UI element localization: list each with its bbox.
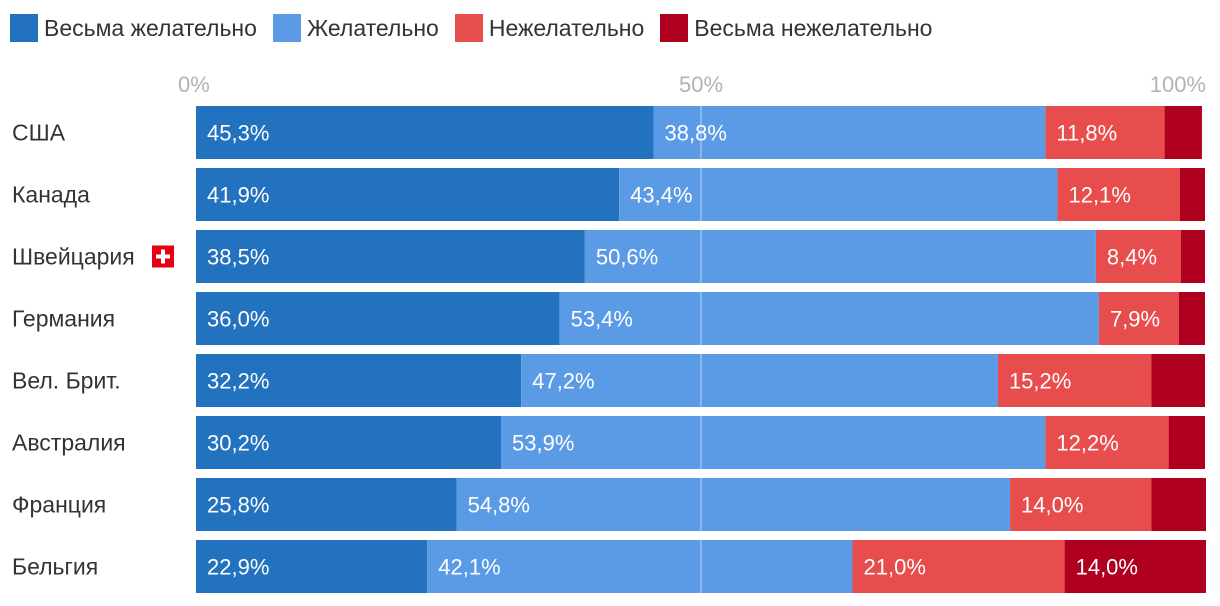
bar-segment bbox=[559, 292, 1099, 345]
bar-segment bbox=[619, 168, 1058, 221]
bar-segment bbox=[1057, 168, 1180, 221]
bar-segment bbox=[1098, 292, 1179, 345]
swiss-flag-icon bbox=[152, 245, 174, 268]
bar-segment bbox=[196, 230, 585, 283]
bar-segment bbox=[196, 478, 457, 531]
data-label: 25,8% bbox=[207, 493, 269, 518]
legend-label: Весьма нежелательно bbox=[694, 14, 933, 41]
flag-cross-horizontal bbox=[156, 254, 170, 259]
legend-swatch bbox=[660, 14, 689, 42]
bar-segment bbox=[1179, 168, 1205, 221]
data-label: 53,9% bbox=[512, 431, 574, 456]
bar-segment bbox=[1064, 540, 1206, 593]
data-label: 36,0% bbox=[207, 307, 269, 332]
legend-item: Весьма нежелательно bbox=[660, 14, 932, 42]
bar-segment bbox=[1045, 106, 1165, 159]
legend-item: Весьма желательно bbox=[10, 14, 257, 42]
bar-segment bbox=[196, 168, 620, 221]
category-label: Канада bbox=[12, 182, 90, 208]
data-label: 12,2% bbox=[1056, 431, 1118, 456]
bar-segment bbox=[1164, 106, 1202, 159]
bar-segment bbox=[196, 540, 428, 593]
bar-segment bbox=[1010, 478, 1152, 531]
legend-label: Желательно bbox=[306, 14, 439, 41]
bar-segment bbox=[196, 292, 560, 345]
category-label: Швейцария bbox=[12, 244, 135, 270]
data-label: 12,1% bbox=[1069, 183, 1131, 208]
legend-label: Весьма желательно bbox=[44, 14, 257, 41]
data-label: 53,4% bbox=[571, 307, 633, 332]
bar-segment bbox=[1178, 292, 1205, 345]
data-label: 42,1% bbox=[438, 555, 500, 580]
legend-swatch bbox=[10, 14, 38, 42]
data-label: 8,4% bbox=[1107, 245, 1157, 270]
data-label: 50,6% bbox=[596, 245, 658, 270]
bar-segment bbox=[521, 354, 998, 407]
category-label: США bbox=[12, 120, 66, 146]
data-label: 30,2% bbox=[207, 431, 269, 456]
x-tick-label: 0% bbox=[178, 72, 210, 97]
x-tick-label: 100% bbox=[1150, 72, 1206, 97]
bar-segment bbox=[501, 416, 1046, 469]
bar-segment bbox=[584, 230, 1096, 283]
bar-segment bbox=[1095, 230, 1181, 283]
bar-segment bbox=[456, 478, 1011, 531]
data-label: 32,2% bbox=[207, 369, 269, 394]
bar-segment bbox=[852, 540, 1065, 593]
data-label: 43,4% bbox=[630, 183, 692, 208]
legend-item: Нежелательно bbox=[454, 14, 645, 42]
bar-segment bbox=[1168, 416, 1205, 469]
bar-segment bbox=[1045, 416, 1169, 469]
data-label: 54,8% bbox=[468, 493, 530, 518]
bar-segment bbox=[196, 354, 522, 407]
data-label: 38,5% bbox=[207, 245, 269, 270]
bar-segment bbox=[427, 540, 853, 593]
data-label: 21,0% bbox=[864, 555, 926, 580]
data-label: 47,2% bbox=[532, 369, 594, 394]
data-label: 38,8% bbox=[665, 121, 727, 146]
bar-segment bbox=[196, 106, 654, 159]
legend: Весьма желательно Желательно Нежелательно В… bbox=[10, 12, 948, 44]
legend-label: Нежелательно bbox=[488, 14, 645, 41]
category-label: Австралия bbox=[12, 430, 126, 456]
legend-swatch bbox=[272, 14, 301, 42]
data-label: 14,0% bbox=[1076, 555, 1138, 580]
bar-segment bbox=[1180, 230, 1205, 283]
bar-segment bbox=[1151, 478, 1206, 531]
category-label: Бельгия bbox=[12, 554, 98, 580]
category-label: Вел. Брит. bbox=[12, 368, 121, 394]
bar-segment bbox=[196, 416, 502, 469]
data-label: 45,3% bbox=[207, 121, 269, 146]
category-label: Германия bbox=[12, 306, 115, 332]
data-label: 22,9% bbox=[207, 555, 269, 580]
data-label: 41,9% bbox=[207, 183, 269, 208]
bar-segment bbox=[1151, 354, 1205, 407]
bar-segment bbox=[997, 354, 1152, 407]
data-label: 15,2% bbox=[1009, 369, 1071, 394]
bar-segment bbox=[653, 106, 1046, 159]
category-label: Франция bbox=[12, 492, 106, 518]
data-label: 11,8% bbox=[1056, 121, 1117, 146]
data-label: 7,9% bbox=[1110, 307, 1160, 332]
legend-swatch bbox=[454, 14, 483, 42]
legend-item: Желательно bbox=[272, 14, 439, 42]
x-tick-label: 50% bbox=[679, 72, 723, 97]
data-label: 14,0% bbox=[1021, 493, 1083, 518]
